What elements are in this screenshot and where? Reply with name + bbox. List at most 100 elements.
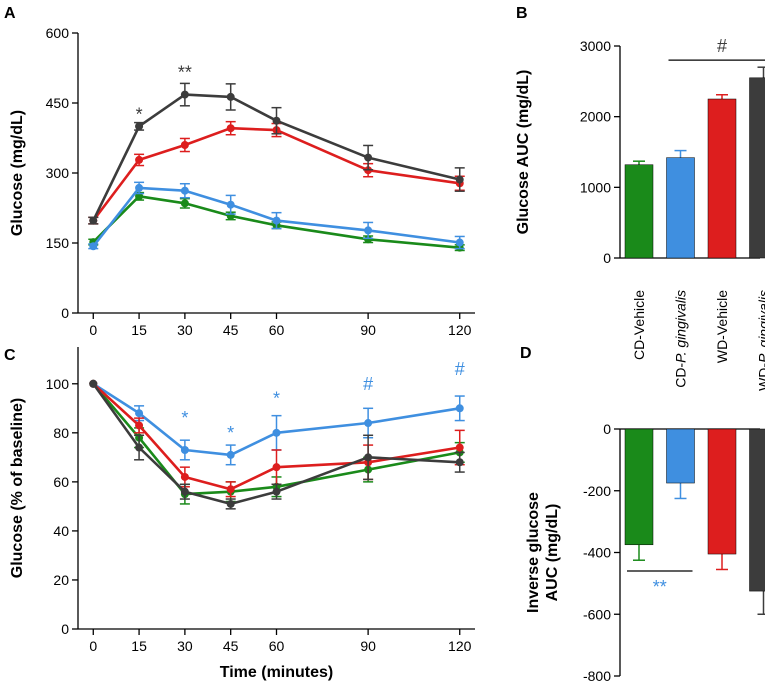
b-y-tick-label: 3000 [580,38,611,54]
d-y-tick-label: -800 [583,668,611,684]
category-label-prefix: WD- [756,363,765,391]
c-y-tick-label: 80 [53,425,69,441]
a-data-point [180,186,189,195]
c-data-point [226,450,235,459]
d-bar [707,428,737,555]
c-x-tick-label: 90 [360,638,376,654]
c-y-axis-label: Glucose (% of baseline) [9,398,26,578]
c-data-point [272,428,281,437]
c-significance-marker: # [455,359,465,379]
a-series-wd-p-gingivalis [88,82,465,225]
c-data-point [455,443,464,452]
a-data-point [364,226,373,235]
a-series-line [92,126,460,222]
a-series-wd-vehicle [88,120,465,225]
a-data-point [272,116,281,125]
d-bar [749,428,765,592]
panel-b-marks: 0 1000 2000 3000 Glucose AUC (mg/dL) # [515,36,765,266]
c-x-axis-label: Time (minutes) [220,664,334,681]
b-bar [624,164,654,259]
c-y-tick-label: 40 [53,523,69,539]
b-bar-group-cd-vehicle [624,160,654,259]
d-y-tick-label: 0 [603,421,611,437]
d-y-axis-label-line: Inverse glucose [525,492,542,613]
c-y-tick-label: 20 [53,572,69,588]
c-series-wd-p-gingivalis [89,379,465,510]
d-y-axis-label: Inverse glucose AUC (mg/dL) [525,492,561,613]
a-data-point [364,153,373,162]
b-bar [707,98,737,259]
panel-b-letter: B [516,5,528,22]
category-label-prefix: CD- [673,363,689,388]
c-data-point [272,487,281,496]
a-x-tick-label: 0 [89,322,97,338]
a-data-point [135,192,144,201]
a-data-point [89,242,98,251]
panel-a: A 0 150 300 450 600 0 15 30 45 60 90 120 Glucose (mg… [4,5,475,338]
d-y-tick-label: -400 [583,545,611,561]
b-significance-marker: # [717,36,727,56]
a-x-tick-label: 30 [177,322,193,338]
c-data-point [455,458,464,467]
c-data-point [89,379,98,388]
c-y-tick-label: 0 [61,621,69,637]
a-y-tick-label: 300 [46,165,70,181]
b-y-axis-label: Glucose AUC (mg/dL) [515,70,532,235]
a-data-point [89,216,98,225]
a-significance-marker: ** [178,63,192,83]
c-data-point [135,443,144,452]
a-data-point [135,183,144,192]
b-bar [666,157,695,259]
a-data-point [135,155,144,164]
panel-c-letter: C [4,347,16,364]
c-significance-marker: * [273,388,280,408]
c-x-tick-label: 30 [177,638,193,654]
a-y-tick-label: 0 [61,305,69,321]
category-label-cd-vehicle: CD-Vehicle [631,290,647,360]
a-data-point [180,90,189,99]
panel-d-marks: 0 -200 -400 -600 -800 Inverse glucose AUC (mg/… [525,421,765,684]
a-series-cd-p-gingivalis [88,181,465,251]
b-y-tick-label: 0 [603,250,611,266]
a-y-tick-label: 600 [46,25,70,41]
a-data-point [455,238,464,247]
c-x-tick-label: 15 [131,638,147,654]
a-significance-marker: * [136,105,143,125]
panel-a-marks: 0 150 300 450 600 0 15 30 45 60 90 120 Glucose (mg/d… [9,25,475,338]
a-x-tick-label: 45 [223,322,239,338]
c-data-point [135,409,144,418]
c-significance-marker: * [181,408,188,428]
a-data-point [226,124,235,133]
c-series-cd-p-gingivalis [89,379,465,466]
c-data-point [364,419,373,428]
d-bar-group-cd-p-gingivalis [666,428,695,500]
c-x-tick-label: 0 [89,638,97,654]
category-label-species: P. gingivalis [756,290,765,363]
d-bar [624,428,654,546]
panel-c: C 0 20 40 60 80 100 0 15 30 45 60 90 120 Glucose (% o… [4,347,475,681]
b-bar [749,77,765,259]
panel-d: D 0 -200 -400 -600 -800 Inverse glucose AUC (m… [520,345,765,684]
a-data-point [180,141,189,149]
c-data-point [180,487,189,496]
c-data-point [180,445,189,454]
a-data-point [226,200,235,209]
d-y-tick-label: -200 [583,483,611,499]
category-label-wd-p-gingivalis: WD-P. gingivalis [756,290,765,391]
d-bar-group-wd-vehicle [707,428,737,571]
c-significance-marker: * [227,423,234,443]
d-y-axis-label-line: AUC (mg/dL) [544,504,561,602]
a-data-point [180,199,189,208]
d-significance-marker: ** [653,577,667,597]
c-y-tick-label: 100 [46,376,70,392]
a-x-tick-label: 120 [448,322,472,338]
a-x-tick-label: 90 [360,322,376,338]
a-data-point [135,122,144,131]
category-label-species: P. gingivalis [673,290,689,363]
c-data-point [180,472,189,481]
c-y-tick-label: 60 [53,474,69,490]
d-y-tick-label: -600 [583,606,611,622]
a-x-tick-label: 60 [269,322,285,338]
